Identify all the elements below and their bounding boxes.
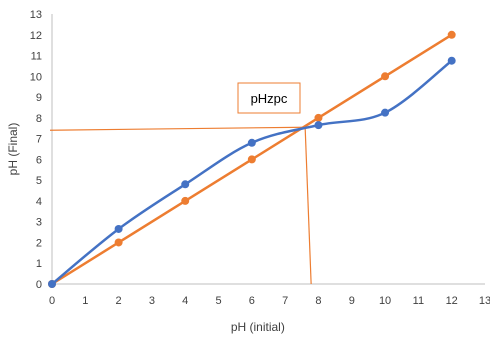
pzc-label-box	[237, 82, 301, 114]
series-0-point-5	[381, 108, 390, 117]
x-tick-label: 11	[413, 295, 424, 307]
x-tick-label: 12	[446, 295, 458, 307]
series-0-point-3	[247, 138, 256, 147]
x-tick-label: 0	[49, 295, 55, 307]
y-axis-title: pH (Final)	[6, 123, 20, 176]
x-tick-label: 4	[182, 295, 188, 307]
pzc-horizontal-line	[49, 126, 306, 131]
pzc-label: pHzpc	[251, 91, 288, 106]
y-tick-label: 6	[36, 154, 42, 166]
x-tick-label: 8	[315, 295, 321, 307]
y-tick-label: 3	[36, 217, 42, 229]
pzc-vertical-line	[304, 127, 312, 285]
y-tick-label: 11	[31, 51, 42, 63]
x-tick-label: 6	[249, 295, 255, 307]
x-axis-title: pH (initial)	[231, 320, 285, 334]
y-tick-label: 2	[36, 237, 42, 249]
x-tick-label: 3	[149, 295, 155, 307]
x-tick-label: 10	[379, 295, 391, 307]
x-tick-label: 7	[282, 295, 288, 307]
series-1-point-2	[181, 196, 190, 205]
y-tick-label: 5	[36, 175, 42, 187]
x-tick-label: 2	[116, 295, 122, 307]
x-tick-label: 5	[215, 295, 221, 307]
series-1-point-3	[247, 155, 256, 164]
y-tick-label: 1	[36, 258, 42, 270]
series-0-point-2	[181, 180, 190, 189]
y-tick-label: 13	[30, 9, 42, 21]
y-tick-label: 10	[30, 71, 42, 83]
series-1-point-6	[447, 30, 456, 39]
series-0-point-6	[447, 56, 456, 65]
x-tick-label: 1	[82, 295, 88, 307]
y-tick-label: 0	[36, 279, 42, 291]
axes	[51, 14, 485, 285]
annotations: pHzpc	[49, 82, 312, 285]
y-tick-label: 8	[36, 113, 42, 125]
series-0-point-4	[314, 121, 323, 130]
series-1-point-1	[114, 238, 123, 247]
x-tick-label: 9	[349, 295, 355, 307]
x-tick-label: 13	[479, 295, 490, 307]
series-0-point-1	[114, 224, 123, 233]
y-tick-label: 9	[36, 92, 42, 104]
series-0-point-0	[48, 280, 56, 288]
y-tick-label: 12	[30, 30, 42, 42]
series-layer	[48, 30, 456, 288]
series-1-point-5	[381, 72, 390, 81]
y-tick-label: 7	[36, 134, 42, 146]
series-1-point-4	[314, 113, 323, 122]
y-tick-label: 4	[36, 196, 42, 208]
